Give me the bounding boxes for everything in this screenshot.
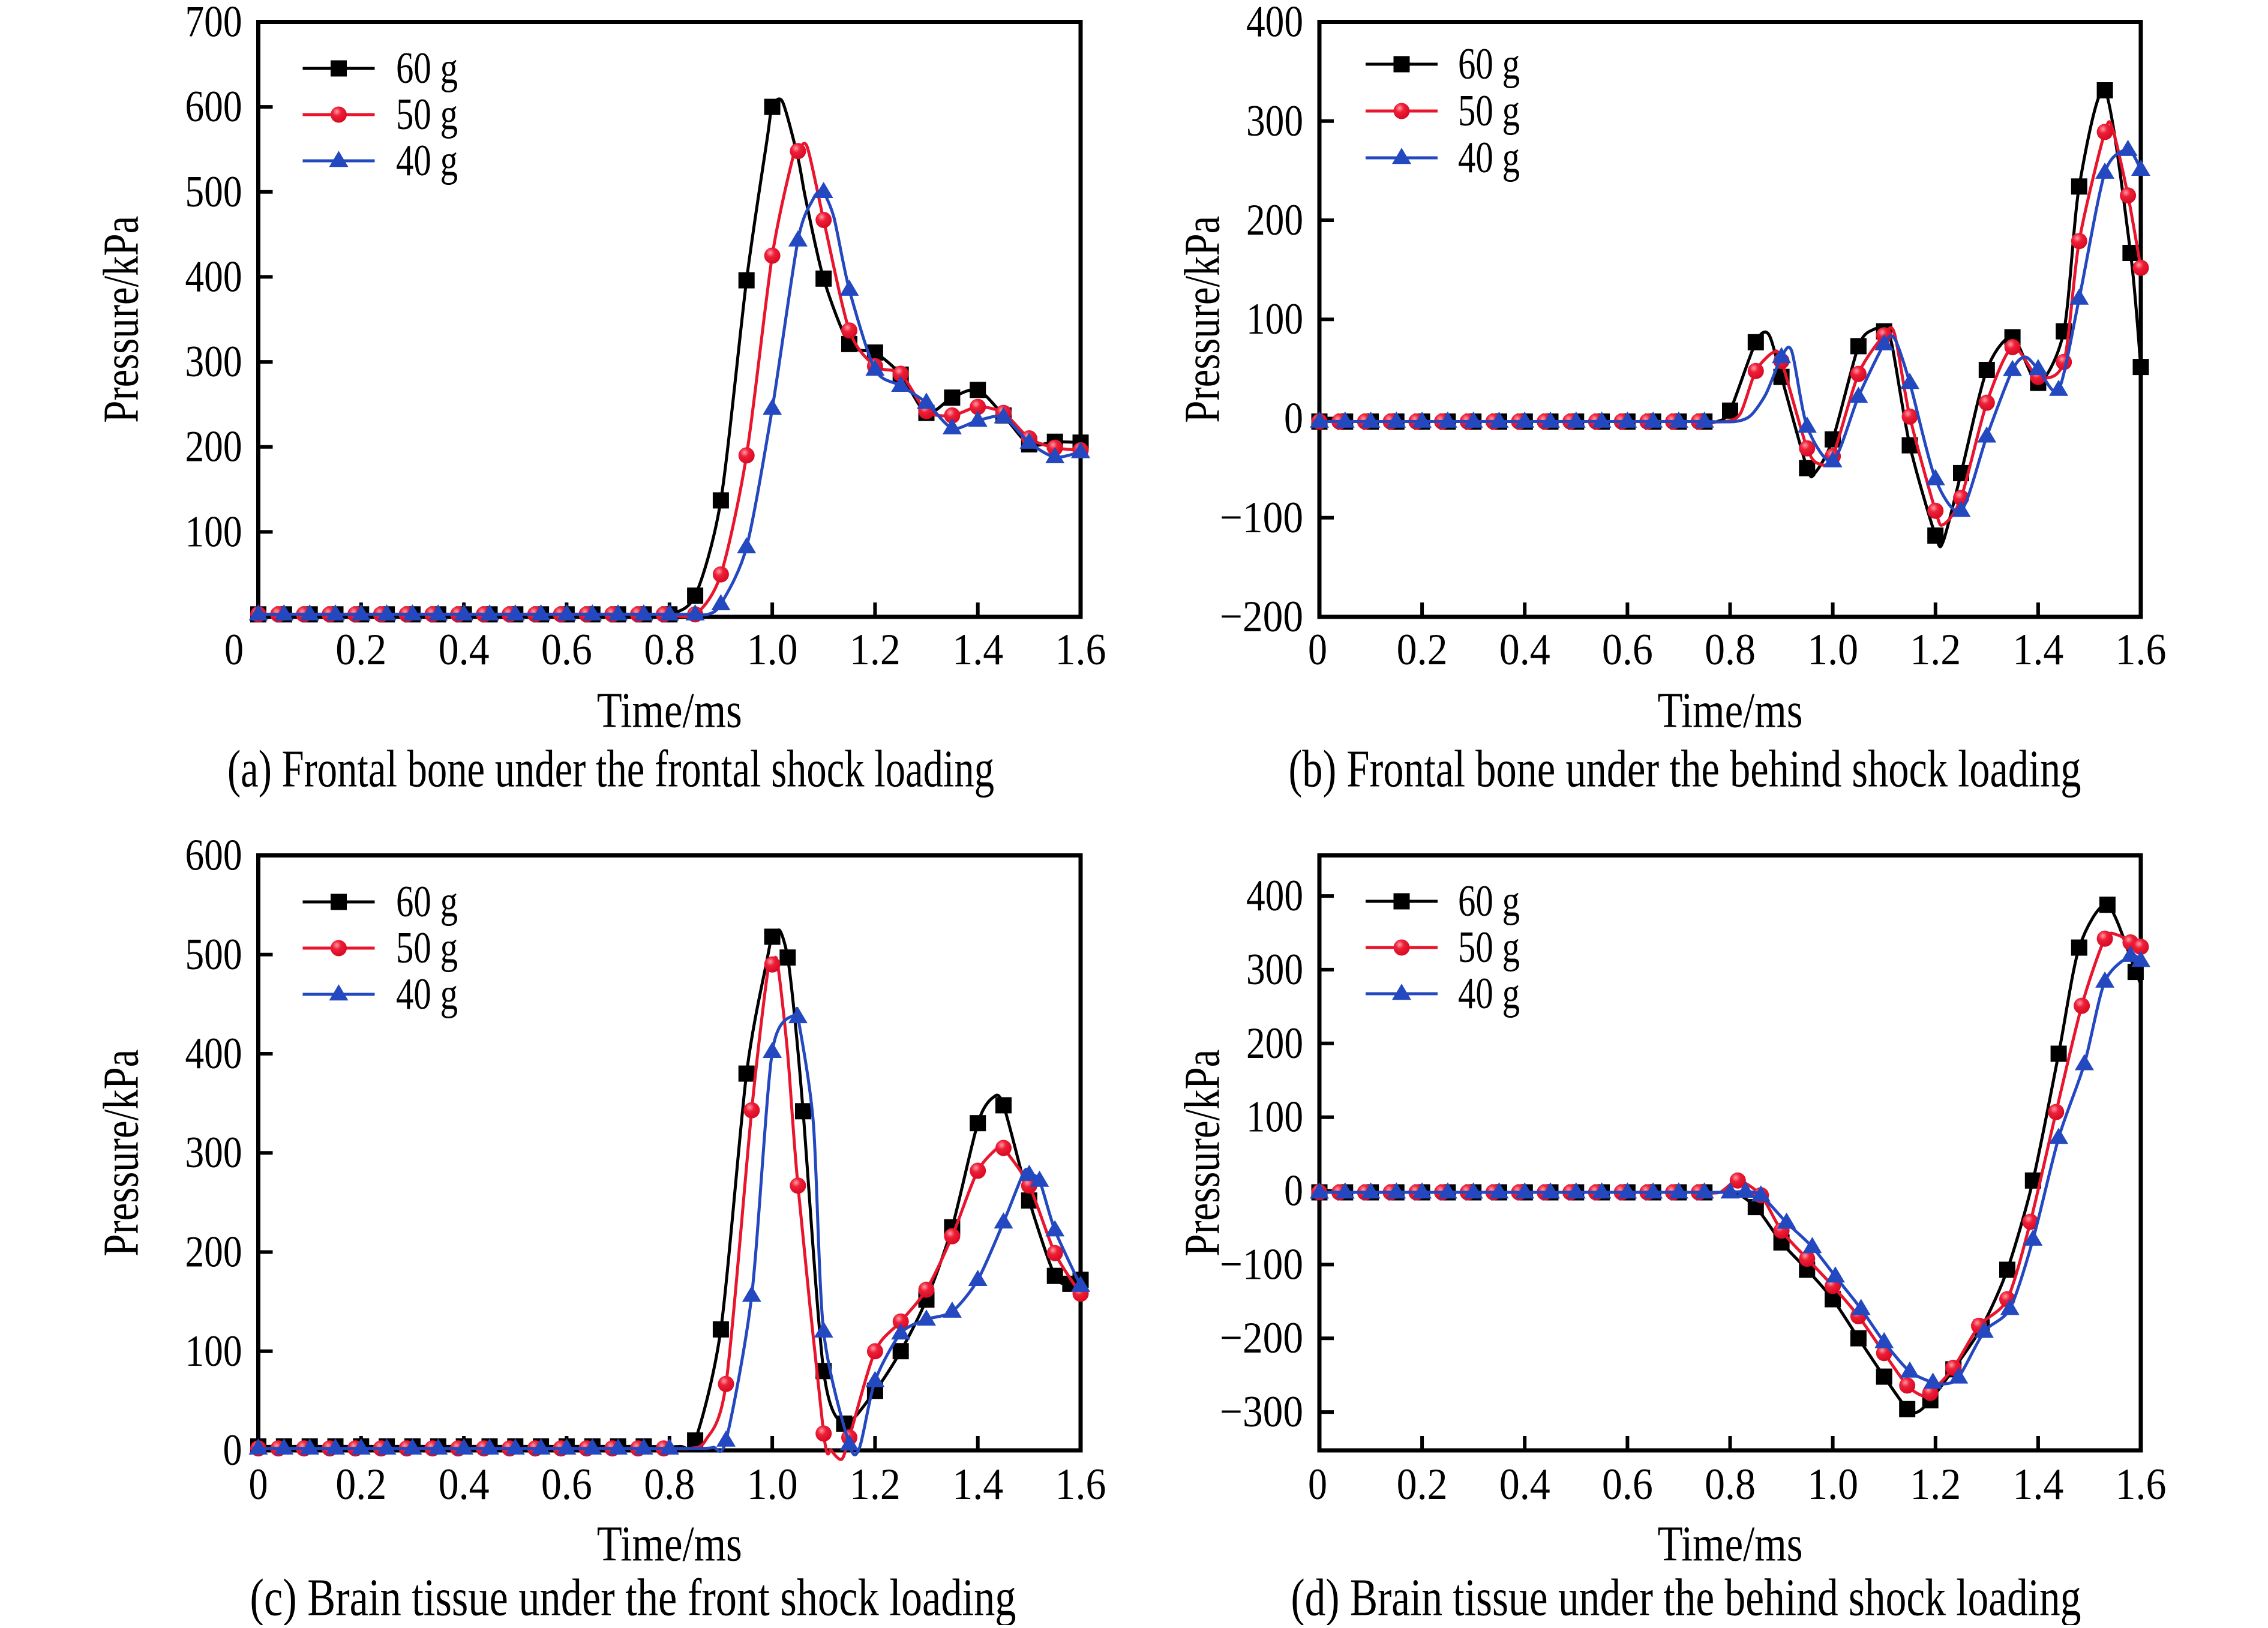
svg-text:Pressure/kPa: Pressure/kPa: [94, 1050, 149, 1257]
svg-text:1.4: 1.4: [952, 625, 1003, 674]
svg-text:40 g: 40 g: [396, 970, 458, 1019]
svg-text:100: 100: [1246, 295, 1303, 344]
svg-text:300: 300: [1246, 97, 1303, 146]
svg-text:50 g: 50 g: [1458, 923, 1520, 972]
svg-text:0.8: 0.8: [1705, 1460, 1756, 1509]
svg-text:Time/ms: Time/ms: [597, 683, 742, 739]
svg-text:0: 0: [1308, 1460, 1327, 1509]
svg-text:0.6: 0.6: [1602, 1460, 1653, 1509]
svg-text:1.6: 1.6: [1055, 625, 1106, 674]
svg-text:0.2: 0.2: [335, 625, 386, 674]
svg-text:300: 300: [1246, 945, 1303, 994]
svg-text:1.2: 1.2: [850, 625, 901, 674]
svg-text:0.8: 0.8: [1705, 625, 1756, 674]
svg-text:0: 0: [1308, 625, 1327, 674]
svg-text:Pressure/kPa: Pressure/kPa: [94, 216, 149, 423]
svg-text:1.4: 1.4: [2012, 1460, 2063, 1509]
svg-text:200: 200: [1246, 1019, 1303, 1068]
svg-text:300: 300: [185, 1128, 242, 1177]
svg-text:500: 500: [185, 930, 242, 979]
svg-text:−100: −100: [1220, 1240, 1303, 1289]
svg-text:0: 0: [224, 625, 244, 674]
svg-text:1.0: 1.0: [747, 1460, 798, 1509]
svg-text:0: 0: [249, 1460, 268, 1509]
svg-text:60 g: 60 g: [396, 877, 458, 927]
svg-text:0.8: 0.8: [644, 625, 695, 674]
svg-text:600: 600: [185, 831, 242, 880]
svg-text:1.6: 1.6: [2116, 1460, 2167, 1509]
svg-text:400: 400: [185, 1029, 242, 1078]
svg-text:0.2: 0.2: [335, 1460, 386, 1509]
svg-text:100: 100: [185, 507, 242, 556]
svg-text:−100: −100: [1220, 493, 1303, 542]
svg-text:100: 100: [185, 1327, 242, 1376]
svg-text:1.0: 1.0: [747, 625, 798, 674]
svg-text:0.4: 0.4: [439, 625, 490, 674]
svg-text:Pressure/kPa: Pressure/kPa: [1175, 216, 1231, 423]
svg-text:0: 0: [223, 1426, 242, 1475]
svg-text:1.2: 1.2: [850, 1460, 901, 1509]
svg-text:50 g: 50 g: [1458, 86, 1520, 136]
svg-text:0: 0: [1284, 394, 1303, 443]
svg-text:500: 500: [185, 167, 242, 217]
svg-text:Time/ms: Time/ms: [1658, 683, 1803, 739]
svg-text:1.4: 1.4: [2012, 625, 2063, 674]
svg-text:1.2: 1.2: [1910, 625, 1961, 674]
svg-text:60 g: 60 g: [1458, 877, 1520, 926]
svg-text:Pressure/kPa: Pressure/kPa: [1175, 1050, 1231, 1257]
svg-text:40 g: 40 g: [1458, 133, 1520, 182]
svg-text:60 g: 60 g: [1458, 40, 1520, 89]
svg-text:1.2: 1.2: [1910, 1460, 1961, 1509]
svg-text:1.6: 1.6: [2116, 625, 2167, 674]
svg-text:100: 100: [1246, 1093, 1303, 1142]
svg-text:0.4: 0.4: [439, 1460, 490, 1509]
svg-text:40 g: 40 g: [396, 136, 458, 185]
svg-text:200: 200: [185, 1228, 242, 1277]
svg-text:600: 600: [185, 82, 242, 131]
svg-text:(a) Frontal bone under the fro: (a) Frontal bone under the frontal shock…: [227, 740, 994, 799]
svg-text:50 g: 50 g: [396, 90, 458, 139]
svg-text:300: 300: [185, 337, 242, 386]
svg-text:−200: −200: [1220, 592, 1303, 641]
svg-text:1.0: 1.0: [1807, 625, 1858, 674]
svg-text:400: 400: [1246, 0, 1303, 47]
svg-text:700: 700: [185, 0, 242, 47]
svg-text:(d) Brain tissue under the beh: (d) Brain tissue under the behind shock …: [1291, 1569, 2081, 1626]
svg-text:60 g: 60 g: [396, 44, 458, 93]
svg-text:200: 200: [1246, 196, 1303, 245]
svg-text:1.4: 1.4: [952, 1460, 1003, 1509]
svg-text:1.0: 1.0: [1807, 1460, 1858, 1509]
svg-text:40 g: 40 g: [1458, 969, 1520, 1018]
svg-text:(b) Frontal bone under the beh: (b) Frontal bone under the behind shock …: [1289, 740, 2081, 799]
svg-text:0.2: 0.2: [1397, 625, 1448, 674]
svg-text:200: 200: [185, 422, 242, 472]
svg-text:400: 400: [1246, 871, 1303, 921]
svg-text:Time/ms: Time/ms: [597, 1516, 742, 1572]
svg-text:0.6: 0.6: [541, 625, 592, 674]
svg-text:−200: −200: [1220, 1314, 1303, 1363]
svg-text:−300: −300: [1220, 1387, 1303, 1437]
svg-text:(c) Brain tissue under the fro: (c) Brain tissue under the front shock l…: [250, 1569, 1016, 1626]
svg-text:400: 400: [185, 252, 242, 301]
svg-text:50 g: 50 g: [396, 924, 458, 973]
svg-text:0: 0: [1284, 1167, 1303, 1216]
svg-text:0.4: 0.4: [1499, 625, 1550, 674]
svg-text:0.2: 0.2: [1397, 1460, 1448, 1509]
svg-text:0.8: 0.8: [644, 1460, 695, 1509]
svg-text:1.6: 1.6: [1055, 1460, 1106, 1509]
svg-text:0.6: 0.6: [541, 1460, 592, 1509]
svg-text:Time/ms: Time/ms: [1658, 1516, 1803, 1572]
svg-text:0.4: 0.4: [1499, 1460, 1550, 1509]
svg-text:0.6: 0.6: [1602, 625, 1653, 674]
